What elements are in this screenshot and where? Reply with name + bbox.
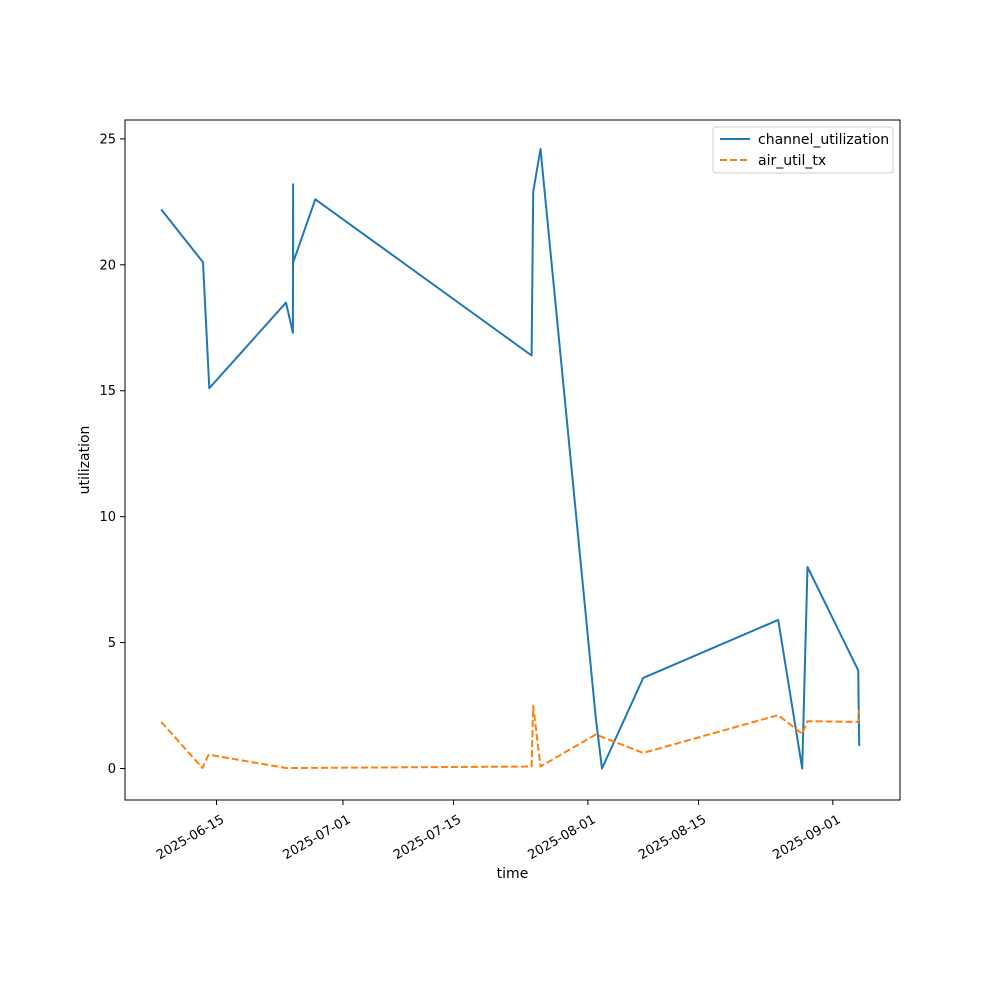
y-tick-label: 10 [99,510,116,525]
y-tick-label: 25 [99,132,116,147]
x-tick-label: 2025-06-15 [154,812,227,863]
x-tick-label: 2025-07-15 [391,812,464,863]
x-tick-label: 2025-08-15 [636,812,709,863]
x-axis-label: time [497,866,529,882]
legend-label-air-util-tx: air_util_tx [758,153,826,169]
legend-label-channel-utilization: channel_utilization [758,132,889,148]
y-tick-label: 20 [99,258,116,273]
x-tick-label: 2025-09-01 [770,812,843,863]
y-tick-label: 15 [99,384,116,399]
series-layer [160,148,861,770]
x-axis-ticks: 2025-06-15 2025-07-01 2025-07-15 2025-08-01… [154,800,843,863]
series-line-channel-utilization [160,148,861,770]
x-tick-label: 2025-07-01 [281,812,354,863]
y-axis-label: utilization [77,426,93,495]
y-tick-label: 5 [108,636,116,651]
y-axis-ticks: 0 5 10 15 20 25 [99,132,125,777]
series-line-air-util-tx [160,704,861,769]
y-tick-label: 0 [108,762,116,777]
x-tick-label: 2025-08-01 [526,812,599,863]
plot-frame [124,119,901,801]
legend: channel_utilization air_util_tx [712,126,894,174]
legend-box [712,126,894,174]
